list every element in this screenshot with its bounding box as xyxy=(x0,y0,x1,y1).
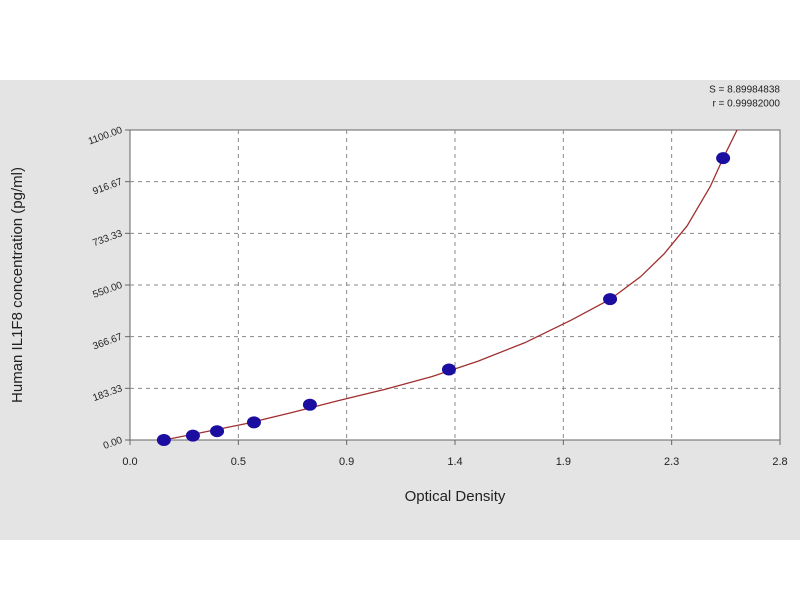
x-tick-label: 0.9 xyxy=(339,456,354,468)
x-tick-label: 1.9 xyxy=(556,456,571,468)
y-axis-label: Human IL1F8 concentration (pg/ml) xyxy=(9,167,26,403)
annotation: S = 8.89984838 xyxy=(709,85,780,96)
data-point xyxy=(156,434,171,446)
x-tick-label: 2.3 xyxy=(664,456,679,468)
data-point xyxy=(716,152,731,165)
x-tick-label: 1.4 xyxy=(447,456,462,468)
data-point xyxy=(441,363,456,376)
annotation: r = 0.99982000 xyxy=(712,99,780,110)
data-point xyxy=(185,429,200,442)
x-tick-label: 0.0 xyxy=(122,456,137,468)
fit-curve xyxy=(163,129,738,441)
x-axis-label: Optical Density xyxy=(405,488,506,505)
data-point xyxy=(210,425,225,438)
x-tick-label: 2.8 xyxy=(772,456,787,468)
data-point xyxy=(603,293,618,306)
data-point xyxy=(246,416,261,429)
data-point xyxy=(302,398,317,411)
x-tick-label: 0.5 xyxy=(231,456,246,468)
